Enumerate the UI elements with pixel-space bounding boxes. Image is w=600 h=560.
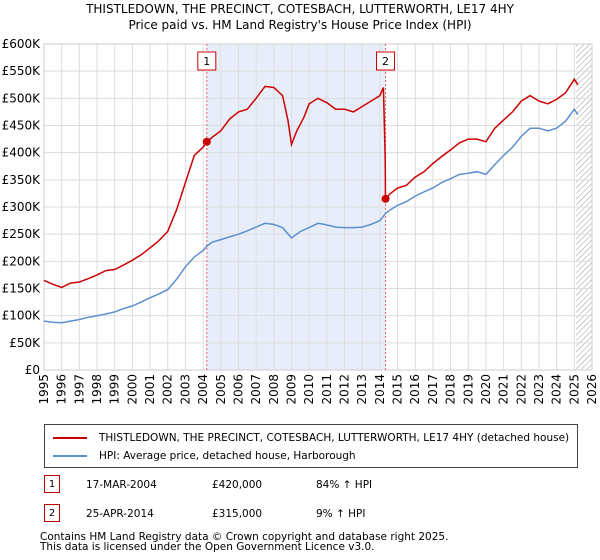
y-tick-label: £50K — [9, 336, 41, 350]
legend-entry-hpi: HPI: Average price, detached house, Harb… — [53, 447, 356, 465]
sale-label-box — [376, 51, 396, 71]
hpi-line — [43, 107, 579, 324]
x-tick-label: 2016 — [408, 374, 422, 405]
legend-label-property: THISTLEDOWN, THE PRECINCT, COTESBACH, LU… — [99, 432, 570, 444]
sale-hpi-change: 84% ↑ HPI — [316, 479, 373, 491]
x-tick-label: 2023 — [532, 374, 546, 405]
y-tick-label: £400K — [2, 146, 42, 160]
legend: THISTLEDOWN, THE PRECINCT, COTESBACH, LU… — [44, 424, 578, 468]
sale-label-box — [197, 51, 217, 71]
sale-point — [381, 194, 390, 203]
legend-swatch-property — [53, 437, 87, 439]
sale-row-2: 2 25-APR-2014 £315,000 9% ↑ HPI — [44, 504, 584, 524]
x-tick-label: 1999 — [108, 374, 122, 405]
x-tick-label: 2026 — [585, 374, 599, 405]
y-tick-label: £550K — [2, 64, 42, 78]
x-tick-label: 2007 — [249, 374, 263, 405]
x-tick-label: 1998 — [90, 374, 104, 405]
x-tick-label: 2005 — [214, 374, 228, 405]
sale-marker-label: 2 — [44, 504, 60, 522]
y-tick-label: £350K — [2, 173, 42, 187]
x-tick-label: 2001 — [143, 374, 157, 405]
y-tick-label: £100K — [2, 309, 42, 323]
x-tick-label: 2018 — [444, 374, 458, 405]
x-tick-label: 1997 — [72, 374, 86, 405]
footer-licence: This data is licensed under the Open Gov… — [40, 541, 375, 553]
x-tick-label: 2010 — [302, 374, 316, 405]
x-tick-label: 2000 — [125, 374, 139, 405]
sale-label-number: 1 — [203, 55, 210, 68]
x-tick-label: 2015 — [391, 374, 405, 405]
y-tick-label: £200K — [2, 254, 42, 268]
sale-label-number: 2 — [382, 55, 389, 68]
sale-marker-label: 1 — [44, 475, 60, 493]
y-tick-label: £300K — [2, 200, 42, 214]
y-tick-label: £250K — [2, 227, 42, 241]
sale-price: £315,000 — [212, 508, 263, 520]
x-tick-label: 2022 — [514, 374, 528, 405]
x-tick-label: 2011 — [320, 374, 334, 405]
x-tick-label: 2014 — [373, 374, 387, 405]
chart-subtitle: Price paid vs. HM Land Registry's House … — [128, 18, 472, 32]
y-tick-label: £600K — [2, 37, 42, 51]
x-tick-label: 2009 — [284, 374, 298, 405]
x-tick-label: 1995 — [37, 374, 51, 405]
legend-entry-property: THISTLEDOWN, THE PRECINCT, COTESBACH, LU… — [53, 429, 569, 447]
x-tick-label: 2019 — [461, 374, 475, 405]
chart-title: THISTLEDOWN, THE PRECINCT, COTESBACH, LU… — [86, 2, 514, 16]
footer-copyright: Contains HM Land Registry data © Crown c… — [40, 531, 449, 543]
legend-label-hpi: HPI: Average price, detached house, Harb… — [99, 450, 356, 462]
x-tick-label: 2024 — [550, 374, 564, 405]
x-tick-label: 2008 — [267, 374, 281, 405]
x-tick-label: 2006 — [231, 374, 245, 405]
x-tick-label: 2017 — [426, 374, 440, 405]
x-tick-label: 2004 — [196, 374, 210, 405]
sale-point — [202, 137, 211, 146]
sale-date: 17-MAR-2004 — [86, 479, 157, 491]
legend-swatch-hpi — [53, 455, 87, 457]
x-tick-label: 1996 — [55, 374, 69, 405]
sale-row-1: 1 17-MAR-2004 £420,000 84% ↑ HPI — [44, 475, 584, 495]
x-tick-label: 2021 — [497, 374, 511, 405]
sale-date: 25-APR-2014 — [86, 508, 154, 520]
y-tick-label: £150K — [2, 282, 42, 296]
sale-price: £420,000 — [212, 479, 263, 491]
x-tick-label: 2003 — [178, 374, 192, 405]
x-tick-label: 2013 — [355, 374, 369, 405]
property-price-line — [43, 77, 579, 289]
y-tick-label: £500K — [2, 91, 42, 105]
sale-hpi-change: 9% ↑ HPI — [316, 508, 366, 520]
price-chart: £0 £50K £100K £150K £200K £250K £300K £350K £400… — [2, 37, 599, 405]
x-tick-label: 2025 — [567, 374, 581, 405]
x-tick-label: 2020 — [479, 374, 493, 405]
x-tick-label: 2012 — [338, 374, 352, 405]
plot-frame — [43, 43, 593, 371]
x-tick-label: 2002 — [161, 374, 175, 405]
y-tick-label: £450K — [2, 119, 42, 133]
y-tick-label: £0 — [25, 363, 40, 377]
